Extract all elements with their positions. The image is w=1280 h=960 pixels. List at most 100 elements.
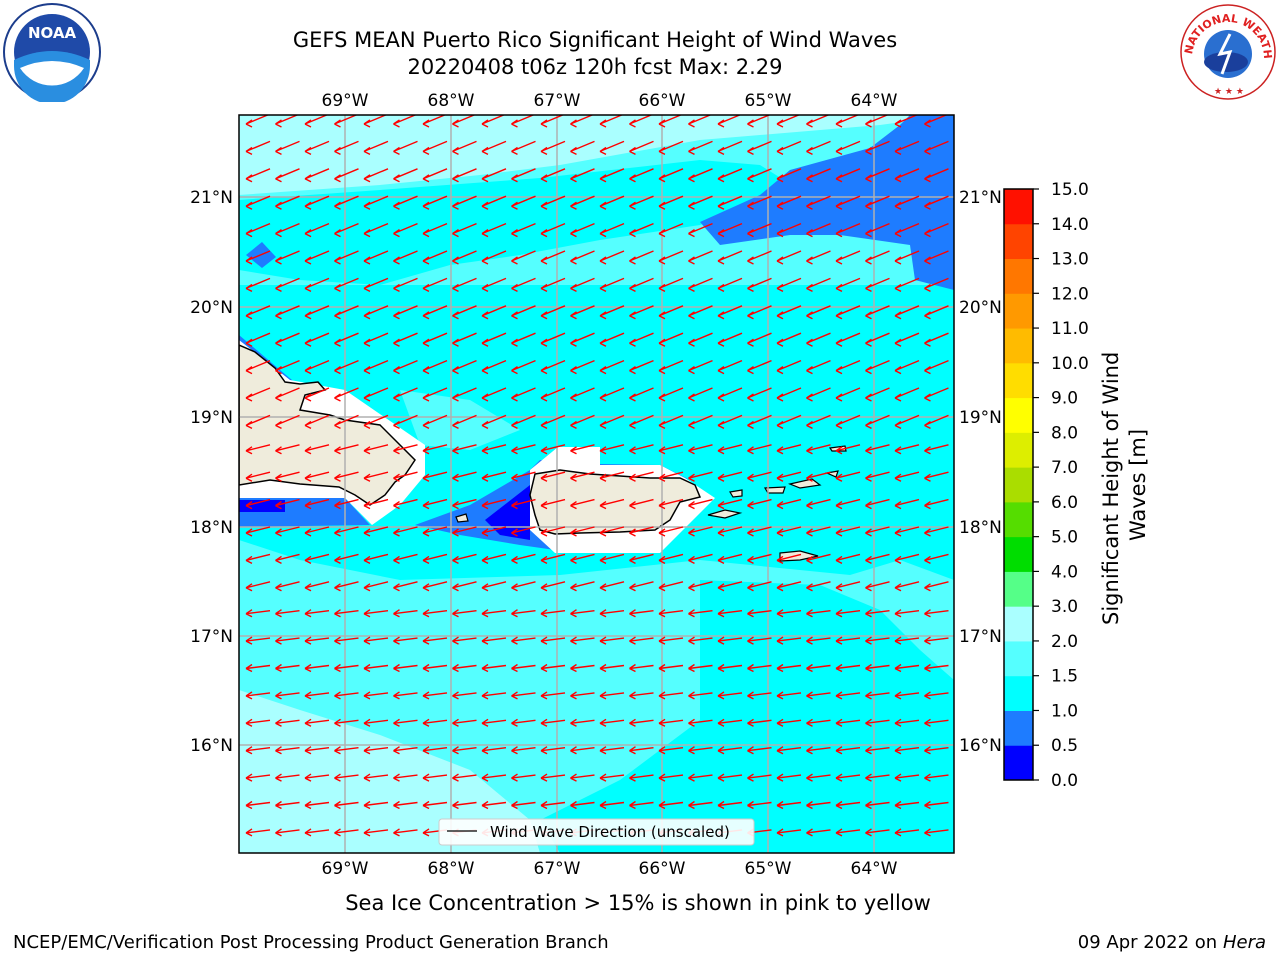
wind-wave-arrow bbox=[422, 773, 448, 782]
land-mona-island bbox=[455, 513, 469, 523]
wind-wave-arrow bbox=[688, 718, 713, 727]
wind-wave-arrow bbox=[599, 140, 625, 156]
wind-wave-arrow bbox=[245, 663, 271, 673]
wind-wave-arrow bbox=[481, 691, 507, 700]
wind-wave-arrow bbox=[599, 746, 625, 755]
wind-wave-arrow bbox=[865, 277, 890, 293]
wind-wave-arrow bbox=[245, 140, 271, 156]
wind-wave-arrow bbox=[717, 414, 743, 430]
wind-wave-arrow bbox=[953, 586, 954, 589]
wind-wave-arrow bbox=[363, 581, 389, 592]
wind-wave-arrow bbox=[776, 773, 802, 782]
wind-wave-arrow bbox=[304, 581, 330, 592]
wind-wave-arrow bbox=[363, 195, 389, 210]
wind-wave-arrow bbox=[953, 695, 954, 697]
wind-wave-arrow bbox=[540, 663, 566, 673]
wind-wave-arrow bbox=[953, 232, 954, 235]
wind-wave-arrow bbox=[599, 444, 625, 455]
colorbar-swatch bbox=[1004, 675, 1033, 711]
wind-wave-arrow bbox=[835, 471, 861, 482]
wind-wave-arrow bbox=[865, 609, 890, 618]
colorbar-swatch bbox=[1004, 432, 1033, 468]
wind-wave-arrow bbox=[835, 168, 861, 183]
wind-wave-arrow bbox=[776, 800, 802, 810]
wind-wave-arrow bbox=[806, 800, 831, 810]
lat-label: 18°N bbox=[959, 518, 1002, 538]
wind-wave-arrow bbox=[599, 168, 625, 183]
wind-wave-arrow bbox=[953, 150, 954, 153]
wind-wave-arrow bbox=[452, 663, 477, 673]
wind-wave-arrow bbox=[717, 746, 743, 755]
wind-wave-arrow bbox=[629, 222, 654, 238]
wind-wave-arrow bbox=[747, 718, 772, 727]
wind-wave-arrow bbox=[894, 444, 920, 455]
wind-wave-arrow bbox=[304, 498, 330, 510]
wind-wave-arrow bbox=[304, 471, 330, 482]
wind-wave-arrow bbox=[747, 140, 772, 156]
wind-wave-arrow bbox=[717, 305, 743, 320]
wind-wave-arrow bbox=[422, 663, 448, 673]
wind-wave-arrow bbox=[747, 222, 772, 238]
wind-wave-arrow bbox=[806, 663, 831, 673]
wind-wave-arrow bbox=[363, 609, 389, 618]
wind-wave-arrow bbox=[452, 746, 477, 755]
wind-wave-arrow bbox=[688, 800, 713, 810]
wind-wave-arrow bbox=[363, 332, 389, 347]
wind-wave-arrow bbox=[393, 691, 418, 700]
wind-wave-arrow bbox=[865, 195, 890, 210]
wind-wave-arrow bbox=[363, 414, 389, 430]
wind-wave-arrow bbox=[540, 691, 566, 700]
map-title: GEFS MEAN Puerto Rico Significant Height… bbox=[292, 28, 898, 52]
wind-wave-arrow bbox=[835, 387, 861, 402]
wind-wave-arrow bbox=[776, 305, 802, 320]
wind-wave-arrow bbox=[570, 553, 595, 565]
wind-wave-arrow bbox=[599, 250, 625, 265]
wind-wave-arrow bbox=[245, 691, 271, 700]
wind-wave-arrow bbox=[599, 800, 625, 810]
svg-text:★ ★ ★: ★ ★ ★ bbox=[1214, 87, 1244, 97]
wind-wave-arrow bbox=[275, 636, 300, 645]
wave-band-1.5-2.0-tongue bbox=[400, 390, 520, 450]
wind-wave-arrow bbox=[570, 636, 595, 645]
wind-wave-arrow bbox=[924, 581, 949, 592]
wind-wave-arrow bbox=[894, 663, 920, 673]
wind-wave-arrow bbox=[747, 636, 772, 645]
wind-wave-arrow bbox=[481, 636, 507, 645]
wind-wave-arrow bbox=[717, 140, 743, 156]
wind-wave-arrow bbox=[363, 746, 389, 755]
wind-wave-arrow bbox=[806, 718, 831, 727]
wind-wave-arrow bbox=[747, 250, 772, 265]
wind-wave-arrow bbox=[304, 553, 330, 565]
wind-wave-arrow bbox=[304, 250, 330, 265]
wind-wave-arrow bbox=[570, 140, 595, 156]
map-gridlines bbox=[239, 115, 954, 853]
wind-wave-arrow bbox=[953, 123, 954, 125]
colorbar-tick-label: 9.0 bbox=[1051, 389, 1078, 409]
wind-wave-arrow bbox=[894, 718, 920, 727]
wind-wave-arrow bbox=[894, 277, 920, 293]
wind-wave-arrow bbox=[747, 387, 772, 402]
wind-wave-arrow bbox=[629, 332, 654, 347]
lat-label: 17°N bbox=[190, 627, 233, 647]
wind-wave-arrow bbox=[481, 773, 507, 782]
wind-wave-arrow bbox=[452, 140, 477, 156]
lat-label: 21°N bbox=[190, 188, 233, 208]
wind-wave-arrow bbox=[865, 168, 890, 183]
wind-wave-arrow bbox=[393, 773, 418, 782]
wind-wave-arrow bbox=[894, 773, 920, 782]
wind-wave-arrow bbox=[275, 498, 300, 510]
wind-wave-arrow bbox=[481, 250, 507, 265]
wind-wave-arrow bbox=[304, 609, 330, 618]
wind-wave-arrow bbox=[894, 498, 920, 510]
wind-wave-arrow bbox=[717, 526, 743, 537]
wind-wave-arrow bbox=[245, 277, 271, 293]
wind-wave-arrow bbox=[806, 168, 831, 183]
wind-wave-arrow bbox=[570, 414, 595, 430]
wind-wave-arrow bbox=[481, 222, 507, 238]
wind-wave-arrow bbox=[688, 498, 713, 510]
wind-wave-arrow bbox=[747, 553, 772, 565]
wind-wave-arrow bbox=[363, 168, 389, 183]
wind-wave-arrow bbox=[393, 444, 418, 455]
wind-wave-arrow bbox=[599, 387, 625, 402]
